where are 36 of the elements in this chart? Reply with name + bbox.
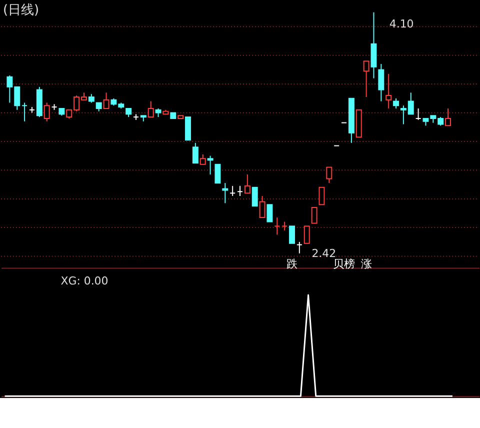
candlestick [207,155,214,175]
candlestick [296,241,302,254]
candlestick [289,226,295,244]
candlestick [304,226,310,244]
candlestick [326,166,332,184]
candlestick [230,185,236,196]
annotation: 2.42 [312,246,336,260]
candlestick [103,92,110,109]
candlestick [311,206,318,224]
candlestick [214,164,221,184]
annotation: 贝榜 [333,258,356,271]
candlestick [445,108,452,126]
candlestick [266,204,273,222]
chart-title: (日线) [2,2,40,18]
candlestick [252,186,258,207]
candlestick [370,12,377,79]
candlestick [378,63,384,102]
candlestick [192,142,198,164]
candlestick [363,60,370,98]
chart-title: XG: 0.00 [60,274,108,288]
candlestick [148,100,154,118]
candlestick [259,195,266,218]
annotation: 跌 [286,258,298,271]
candlestick [200,154,206,165]
candlestick [44,102,50,122]
candlestick [244,174,250,194]
annotation: 涨 [360,258,372,271]
candlestick [185,116,191,141]
candlestick [386,74,392,109]
candlestick [318,186,325,206]
candlestick [22,102,28,122]
candlestick [274,216,280,236]
candlestick [415,108,422,120]
candlestick [237,185,243,196]
candlestick [393,98,400,109]
annotation: 4.10 [389,18,414,31]
